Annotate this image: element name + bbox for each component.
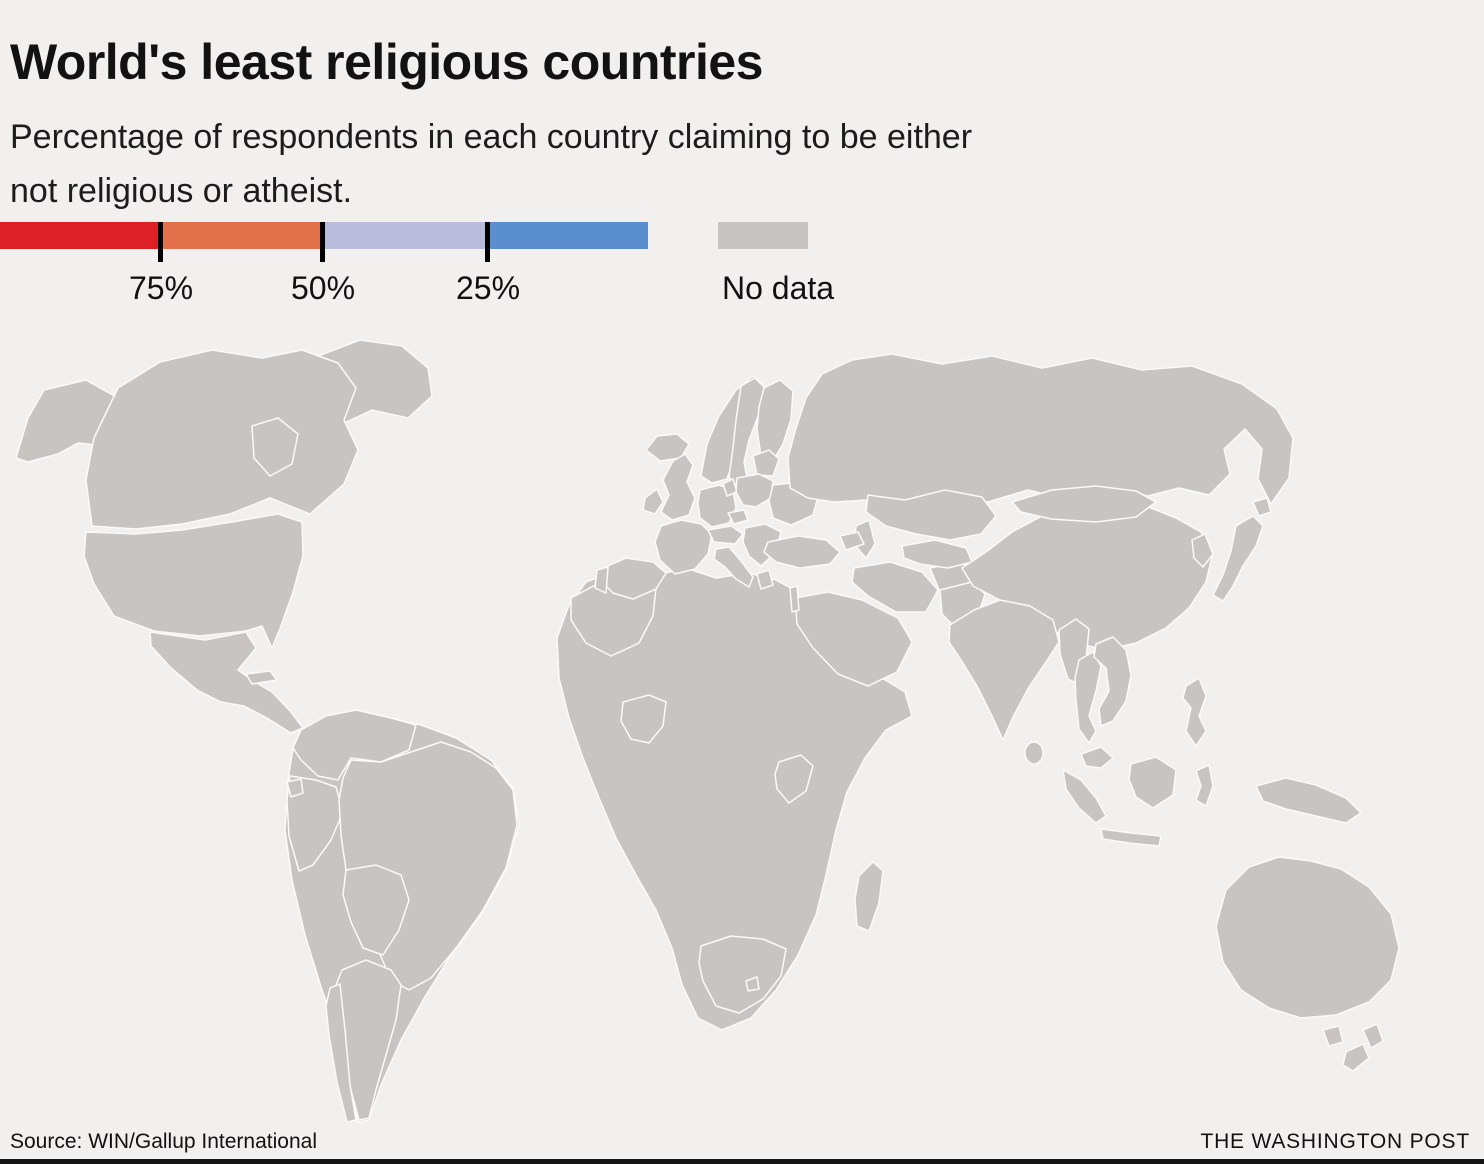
island-sulawesi (1195, 764, 1214, 807)
country-poland (735, 473, 774, 508)
region-hokkaido (1252, 497, 1272, 517)
country-south-korea (1191, 533, 1214, 568)
country-united-kingdom (660, 453, 696, 521)
island-new-zealand-north (1362, 1023, 1384, 1049)
country-france (654, 519, 713, 575)
country-lesotho (745, 976, 760, 992)
world-choropleth-map (0, 320, 1484, 1132)
island-java (1100, 828, 1162, 847)
country-chile (325, 983, 357, 1123)
legend-tick-label-75: 75% (128, 270, 194, 306)
legend-tick-50 (320, 222, 325, 262)
region-austria-hungary (707, 525, 744, 545)
island-new-guinea (1255, 777, 1362, 824)
country-vietnam (1093, 636, 1132, 727)
legend-tick-75 (158, 222, 163, 262)
country-japan (1212, 515, 1264, 602)
country-mongolia (1011, 485, 1157, 523)
region-africa (556, 567, 913, 1031)
country-canada (85, 349, 359, 530)
country-czech-republic (727, 509, 749, 525)
country-nigeria (620, 694, 667, 744)
country-madagascar (854, 861, 884, 932)
legend-tick-25 (485, 222, 490, 262)
legend-segment-50-75 (160, 222, 322, 249)
country-india (948, 599, 1060, 741)
bottom-rule (0, 1159, 1484, 1164)
hudson-bay (251, 417, 299, 477)
publisher-credit: THE WASHINGTON POST (1200, 1130, 1470, 1153)
country-kazakhstan (865, 489, 997, 541)
country-portugal (594, 566, 609, 594)
country-australia (1215, 856, 1400, 1019)
country-azerbaijan (839, 531, 865, 551)
country-united-states (83, 513, 304, 649)
country-ireland (642, 488, 664, 515)
country-iceland (645, 433, 690, 462)
region-bolivia-paraguay (342, 864, 410, 956)
legend-no-data-label: No data (722, 270, 835, 306)
country-finland (756, 379, 794, 462)
legend-gradient-bar (0, 222, 648, 249)
country-turkey (763, 535, 841, 569)
region-arabia (794, 591, 913, 687)
country-russia (787, 353, 1294, 507)
source-credit: Source: WIN/Gallup International (10, 1130, 317, 1153)
world-map-svg (15, 339, 1400, 1123)
country-cuba (245, 670, 278, 685)
country-philippines (1182, 677, 1207, 747)
island-new-zealand-south (1342, 1043, 1370, 1072)
legend-segment-75-plus (0, 222, 160, 249)
country-iran (851, 561, 939, 613)
country-sri-lanka (1024, 741, 1044, 765)
legend: 75% 50% 25% No data (0, 222, 1484, 317)
page-subtitle: Percentage of respondents in each countr… (10, 110, 972, 219)
subtitle-line-1: Percentage of respondents in each countr… (10, 118, 973, 156)
subtitle-line-2: not religious or atheist. (10, 172, 353, 211)
region-mexico-central-america (149, 631, 304, 734)
country-ecuador (286, 778, 304, 798)
legend-segment-25-50 (322, 222, 487, 249)
country-sweden (728, 377, 765, 487)
region-uzbekistan (901, 539, 973, 569)
country-kenya (774, 754, 814, 804)
country-israel (789, 585, 800, 613)
country-malaysia (1080, 746, 1114, 769)
country-south-africa (698, 935, 787, 1014)
legend-tick-label-25: 25% (455, 270, 521, 306)
country-thailand (1074, 651, 1102, 744)
island-borneo (1128, 756, 1177, 809)
legend-no-data-swatch (718, 222, 808, 249)
island-tasmania (1322, 1025, 1344, 1047)
island-sumatra (1062, 769, 1107, 824)
legend-tick-label-50: 50% (290, 270, 356, 306)
legend-segment-under-25 (487, 222, 648, 249)
country-peru (286, 775, 344, 872)
region-baltics (752, 449, 780, 477)
country-italy (713, 546, 754, 588)
page-title: World's least religious countries (10, 33, 763, 90)
country-greece (756, 569, 774, 590)
